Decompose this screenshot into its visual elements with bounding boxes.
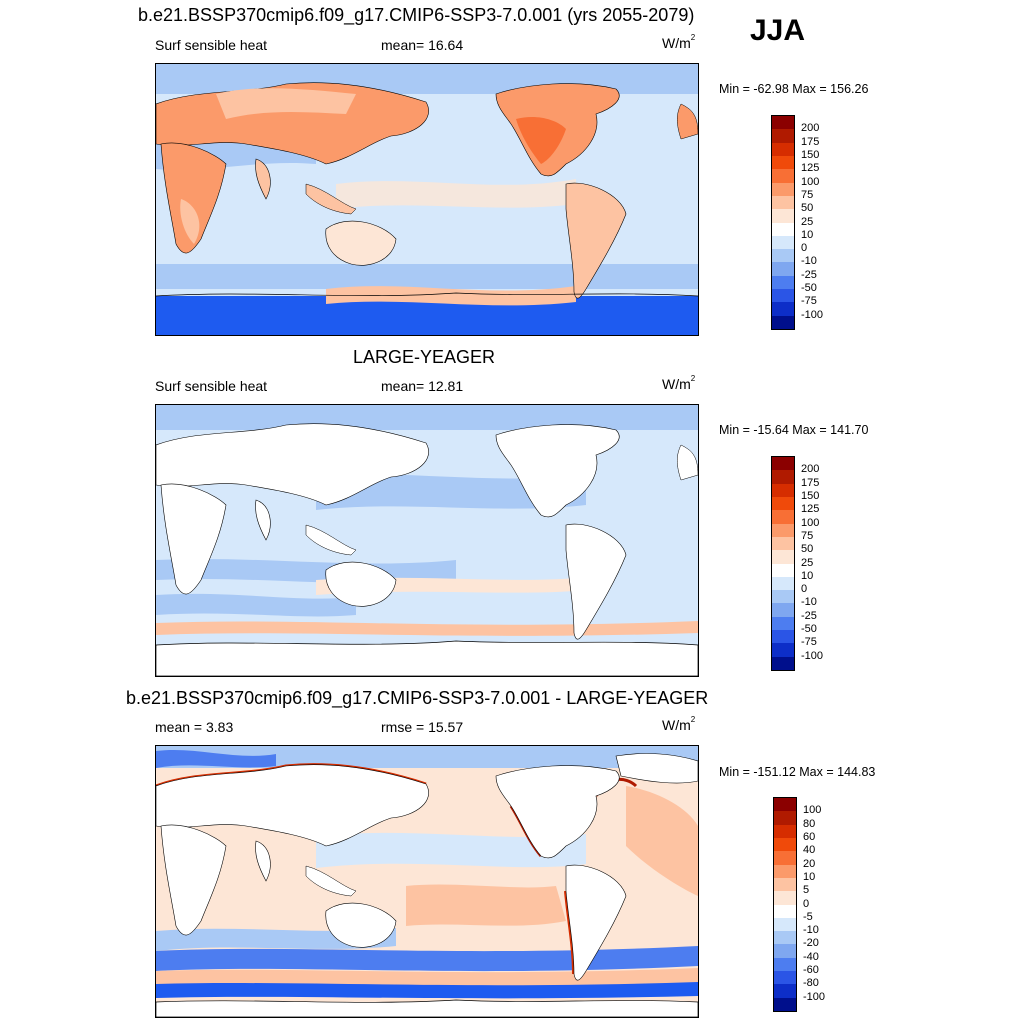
cbar2-tick: 100 xyxy=(801,516,820,529)
cbar1-tick: 125 xyxy=(801,162,820,175)
cbar3-tick: -5 xyxy=(803,910,813,923)
cbar3-tick: 20 xyxy=(803,857,816,870)
cbar2-tick: -10 xyxy=(801,596,817,609)
cbar2-tick: -25 xyxy=(801,609,817,622)
plot-title: b.e21.BSSP370cmip6.f09_g17.CMIP6-SSP3-7.… xyxy=(138,5,695,25)
panel3-rmse: rmse = 15.57 xyxy=(381,719,464,735)
cbar2-tick: -50 xyxy=(801,623,817,636)
cbar3-tick: 80 xyxy=(803,817,816,830)
panel1-colorbar-box xyxy=(771,115,795,330)
panel2-colorbar: 200 175 150 125 100 75 50 25 10 0 -10 -2… xyxy=(771,456,823,671)
cbar1-tick: -25 xyxy=(801,268,817,281)
cbar2-tick: 200 xyxy=(801,463,820,476)
cbar3-tick: -80 xyxy=(803,977,819,990)
cbar2-tick: -75 xyxy=(801,636,817,649)
cbar1-tick: -50 xyxy=(801,282,817,295)
cbar2-tick: 0 xyxy=(801,583,808,596)
panel2-title: LARGE-YEAGER xyxy=(353,347,496,367)
cbar2-tick: -100 xyxy=(801,649,824,662)
cbar2-tick: 75 xyxy=(801,529,814,542)
cbar1-tick: -100 xyxy=(801,308,824,321)
panel2-colorbar-box xyxy=(771,456,795,671)
cbar3-tick: 100 xyxy=(803,804,822,817)
panel3-colorbar: 100 80 60 40 20 10 5 0 -5 -10 -20 -40 -6… xyxy=(773,797,825,1012)
panel3-mean: mean = 3.83 xyxy=(155,719,234,735)
panel2-mean: mean= 12.81 xyxy=(381,378,464,394)
panel1-colorbar: 200 175 150 125 100 75 50 25 10 0 -10 -2… xyxy=(771,115,823,330)
cbar1-tick: 200 xyxy=(801,122,820,135)
panel1-variable: Surf sensible heat xyxy=(155,37,268,53)
panel2-variable: Surf sensible heat xyxy=(155,378,268,394)
cbar3-tick: 5 xyxy=(803,884,810,897)
season-label: JJA xyxy=(750,14,806,47)
panel3-map xyxy=(155,745,699,1018)
cbar3-tick: -20 xyxy=(803,937,819,950)
cbar1-tick: 175 xyxy=(801,135,820,148)
panel1-mean: mean= 16.64 xyxy=(381,37,464,53)
panel1-map xyxy=(155,63,699,336)
panel3-colorbar-box xyxy=(773,797,797,1012)
cbar2-tick: 125 xyxy=(801,503,820,516)
cbar3-tick: -100 xyxy=(803,990,826,1003)
cbar1-tick: -75 xyxy=(801,295,817,308)
cbar3-tick: 60 xyxy=(803,830,816,843)
cbar3-tick: -10 xyxy=(803,924,819,937)
cbar1-tick: -10 xyxy=(801,255,817,268)
cbar1-tick: 0 xyxy=(801,242,808,255)
cbar2-tick: 175 xyxy=(801,476,820,489)
panel2-map xyxy=(155,404,699,677)
cbar2-tick: 10 xyxy=(801,569,814,582)
cbar1-tick: 10 xyxy=(801,228,814,241)
panel3-minmax: Min = -151.12 Max = 144.83 xyxy=(719,765,876,779)
panel3-units: W/m2 xyxy=(662,715,696,733)
cbar3-tick: -60 xyxy=(803,964,819,977)
cbar2-tick: 25 xyxy=(801,556,814,569)
cbar1-tick: 25 xyxy=(801,215,814,228)
cbar2-tick: 50 xyxy=(801,543,814,556)
cbar1-tick: 150 xyxy=(801,148,820,161)
cbar2-tick: 150 xyxy=(801,489,820,502)
panel3-title: b.e21.BSSP370cmip6.f09_g17.CMIP6-SSP3-7.… xyxy=(126,688,709,708)
panel2-units: W/m2 xyxy=(662,374,696,392)
cbar3-tick: -40 xyxy=(803,950,819,963)
cbar1-tick: 100 xyxy=(801,175,820,188)
cbar1-tick: 50 xyxy=(801,202,814,215)
panel1-minmax: Min = -62.98 Max = 156.26 xyxy=(719,82,869,96)
cbar3-tick: 10 xyxy=(803,870,816,883)
cbar3-tick: 40 xyxy=(803,844,816,857)
panel1-units: W/m2 xyxy=(662,33,696,51)
cbar3-tick: 0 xyxy=(803,897,810,910)
cbar1-tick: 75 xyxy=(801,188,814,201)
panel2-minmax: Min = -15.64 Max = 141.70 xyxy=(719,423,869,437)
